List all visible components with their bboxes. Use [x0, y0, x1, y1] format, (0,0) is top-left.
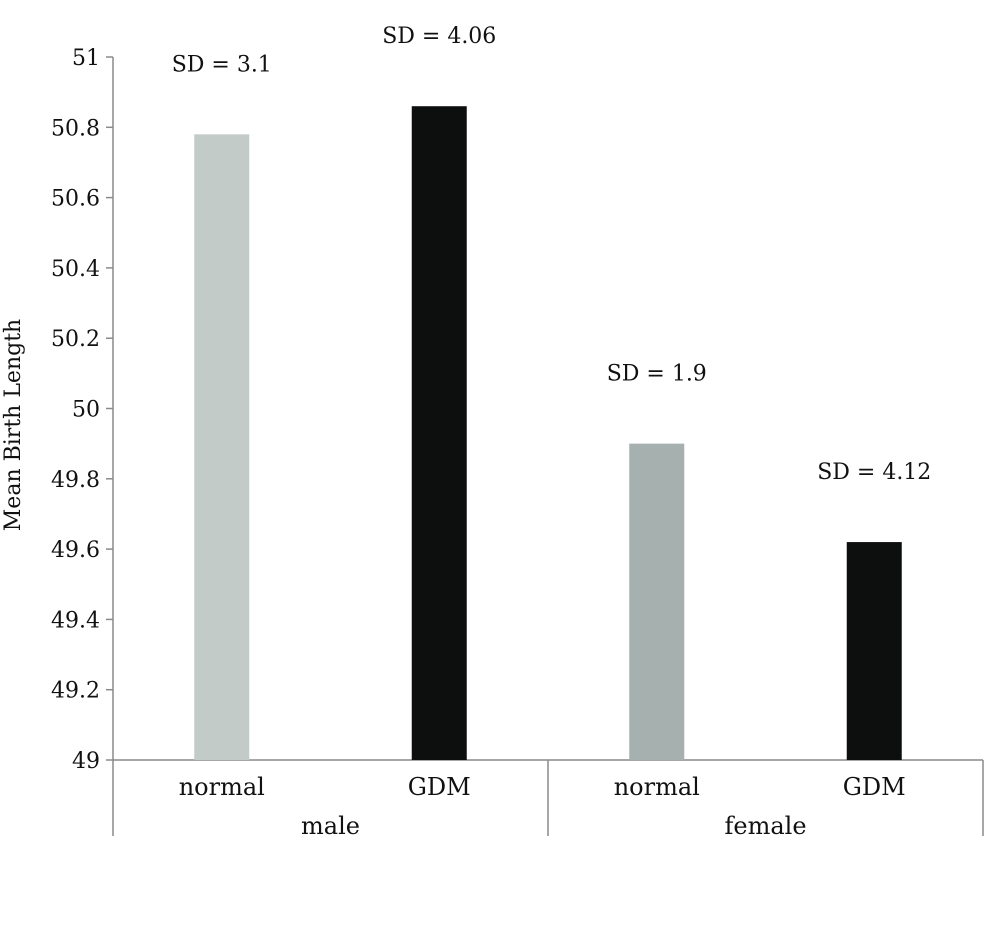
y-tick-label: 49.6 — [51, 538, 100, 563]
y-tick-label: 50.4 — [51, 257, 100, 282]
x-tick-label: GDM — [843, 773, 906, 801]
sd-label: SD = 4.12 — [817, 460, 931, 485]
bar-female-normal — [629, 443, 685, 760]
x-tick-label: normal — [179, 773, 265, 801]
y-tick-label: 49.4 — [51, 608, 100, 633]
sd-label: SD = 3.1 — [172, 52, 272, 77]
bar-female-gdm — [846, 542, 902, 760]
bar-male-normal — [194, 134, 250, 760]
y-axis-title: Mean Birth Length — [1, 319, 26, 531]
x-tick-label: normal — [614, 773, 700, 801]
y-tick-label: 50.2 — [51, 327, 100, 352]
bar-male-gdm — [411, 106, 467, 760]
x-tick-label: GDM — [408, 773, 471, 801]
y-tick-label: 50.8 — [51, 116, 100, 141]
y-tick-label: 49 — [72, 749, 100, 774]
y-tick-label: 50.6 — [51, 187, 100, 212]
group-label: male — [301, 812, 360, 840]
y-tick-label: 50 — [72, 398, 100, 423]
plot-area: 49 49.2 49.4 49.6 49.8 50 50.2 50.4 50.6 50.8 51 SD… — [51, 24, 984, 840]
sd-label: SD = 4.06 — [382, 24, 496, 49]
sd-label: SD = 1.9 — [607, 362, 707, 387]
y-tick-label: 49.8 — [51, 468, 100, 493]
group-label: female — [724, 812, 806, 840]
y-tick-label: 49.2 — [51, 679, 100, 704]
y-tick-label: 51 — [72, 46, 100, 71]
